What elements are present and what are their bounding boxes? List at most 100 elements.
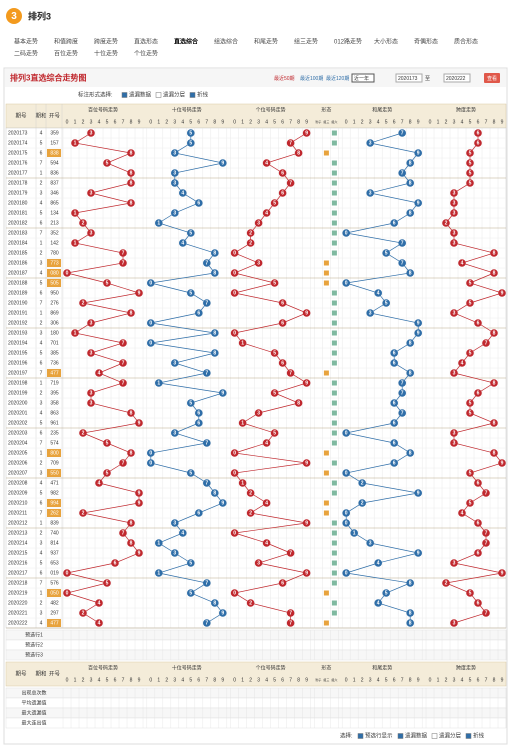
nav-tab[interactable]: 百位走势 xyxy=(54,50,78,58)
nav-tab[interactable]: 二码走势 xyxy=(14,50,38,58)
ball-digit: 3 xyxy=(90,191,93,197)
ball xyxy=(79,429,87,437)
ball-digit: 5 xyxy=(106,281,109,287)
number: 653 xyxy=(50,560,59,566)
button-text: 查看 xyxy=(487,75,497,82)
nav-tab[interactable]: 组选综合 xyxy=(214,38,238,46)
form-marker xyxy=(331,410,337,416)
quick-range[interactable]: 最近120期 xyxy=(326,75,349,82)
select[interactable] xyxy=(351,73,375,83)
ball-digit: 5 xyxy=(273,431,276,437)
ball-digit: 7 xyxy=(205,481,208,487)
form-marker xyxy=(331,540,337,546)
ball-digit: 7 xyxy=(122,341,125,347)
checkbox[interactable] xyxy=(357,733,364,739)
ball-digit: 4 xyxy=(265,501,268,507)
nav-tab[interactable]: 和尾走势 xyxy=(254,38,278,46)
ball xyxy=(219,389,227,397)
ball xyxy=(127,449,135,457)
number: 576 xyxy=(50,580,59,586)
button[interactable] xyxy=(484,73,500,83)
form-marker xyxy=(323,260,329,266)
checkbox[interactable] xyxy=(155,92,162,98)
nav-tab[interactable]: 大小形态 xyxy=(374,38,398,46)
issue: 2020176 xyxy=(8,160,28,166)
input[interactable] xyxy=(443,73,471,83)
option-text: 遗漏分层 xyxy=(163,90,186,98)
ball-digit: 9 xyxy=(417,491,420,497)
ball xyxy=(382,589,391,597)
nav-tab[interactable]: 奇偶形态 xyxy=(414,38,438,46)
period-sum: 5 xyxy=(40,140,43,146)
digit-header: 0 xyxy=(429,119,432,125)
ball xyxy=(262,209,271,217)
ball-digit: 7 xyxy=(401,381,404,387)
ball-digit: 4 xyxy=(98,371,101,377)
checkbox[interactable] xyxy=(431,733,438,739)
ball xyxy=(211,349,219,357)
ball-digit: 7 xyxy=(122,381,125,387)
quick-range[interactable]: 最近50期 xyxy=(274,75,295,82)
ball-digit: 4 xyxy=(377,291,380,297)
nav-tab[interactable]: 直选形态 xyxy=(134,38,158,46)
ball-digit: 8 xyxy=(409,371,412,377)
group-header: 跨度走势 xyxy=(456,664,476,671)
digit-header: 2 xyxy=(249,677,252,683)
nav-tab[interactable]: 基本走势 xyxy=(14,38,38,46)
ball-digit: 5 xyxy=(106,441,109,447)
digit-header: 8 xyxy=(213,119,216,125)
period-sum: 5 xyxy=(40,420,43,426)
checkbox[interactable] xyxy=(465,733,472,739)
ball-digit: 5 xyxy=(469,401,472,407)
ball-digit: 2 xyxy=(361,501,364,507)
ball-digit: 2 xyxy=(361,481,364,487)
nav-tab[interactable]: 和值跨度 xyxy=(54,38,78,46)
ball xyxy=(286,609,295,617)
nav-tab[interactable]: 个位走势 xyxy=(134,50,158,58)
ball xyxy=(450,199,458,207)
ball xyxy=(342,229,351,237)
ball xyxy=(254,259,263,267)
ball-digit: 1 xyxy=(157,571,160,577)
quick-range[interactable]: 最近100期 xyxy=(300,75,323,82)
panel xyxy=(3,67,508,745)
ball xyxy=(390,399,399,407)
digit-header: 6 xyxy=(114,677,117,683)
stats-row xyxy=(5,687,507,699)
digit-header: 9 xyxy=(138,119,141,125)
issue: 2020193 xyxy=(8,330,28,336)
number: 594 xyxy=(50,160,59,166)
ball-digit: 2 xyxy=(82,221,85,227)
form-marker xyxy=(323,620,329,626)
checkbox[interactable] xyxy=(397,733,404,739)
nav-tab[interactable]: 十位走势 xyxy=(94,50,118,58)
ball-digit: 5 xyxy=(189,401,192,407)
group-header: 跨度走势 xyxy=(456,106,476,113)
checkbox[interactable] xyxy=(121,92,128,98)
period-sum: 3 xyxy=(40,330,43,336)
ball xyxy=(390,419,399,427)
period-sum: 6 xyxy=(40,360,43,366)
ball-digit: 3 xyxy=(453,561,456,567)
period-sum: 5 xyxy=(40,280,43,286)
ball xyxy=(490,269,498,277)
ball-digit: 9 xyxy=(501,291,504,297)
ball xyxy=(286,139,295,147)
ball xyxy=(374,289,383,297)
period-sum: 6 xyxy=(40,150,43,156)
nav-tab[interactable]: 直选综合 xyxy=(174,38,199,46)
period-sum: 3 xyxy=(40,400,43,406)
ball-digit: 4 xyxy=(265,161,268,167)
input[interactable] xyxy=(395,73,423,83)
form-marker xyxy=(323,370,329,376)
digit-header: 2 xyxy=(445,677,448,683)
nav-tab[interactable]: 012路走势 xyxy=(334,38,362,46)
checkbox[interactable] xyxy=(189,92,196,98)
digit-header: 7 xyxy=(122,677,125,683)
nav-tab[interactable]: 跨度走势 xyxy=(94,38,118,46)
nav-tab[interactable]: 组三走势 xyxy=(294,38,318,46)
ball xyxy=(398,389,407,397)
ball-digit: 5 xyxy=(189,231,192,237)
ball xyxy=(450,439,458,447)
nav-tab[interactable]: 质合形态 xyxy=(454,38,478,46)
